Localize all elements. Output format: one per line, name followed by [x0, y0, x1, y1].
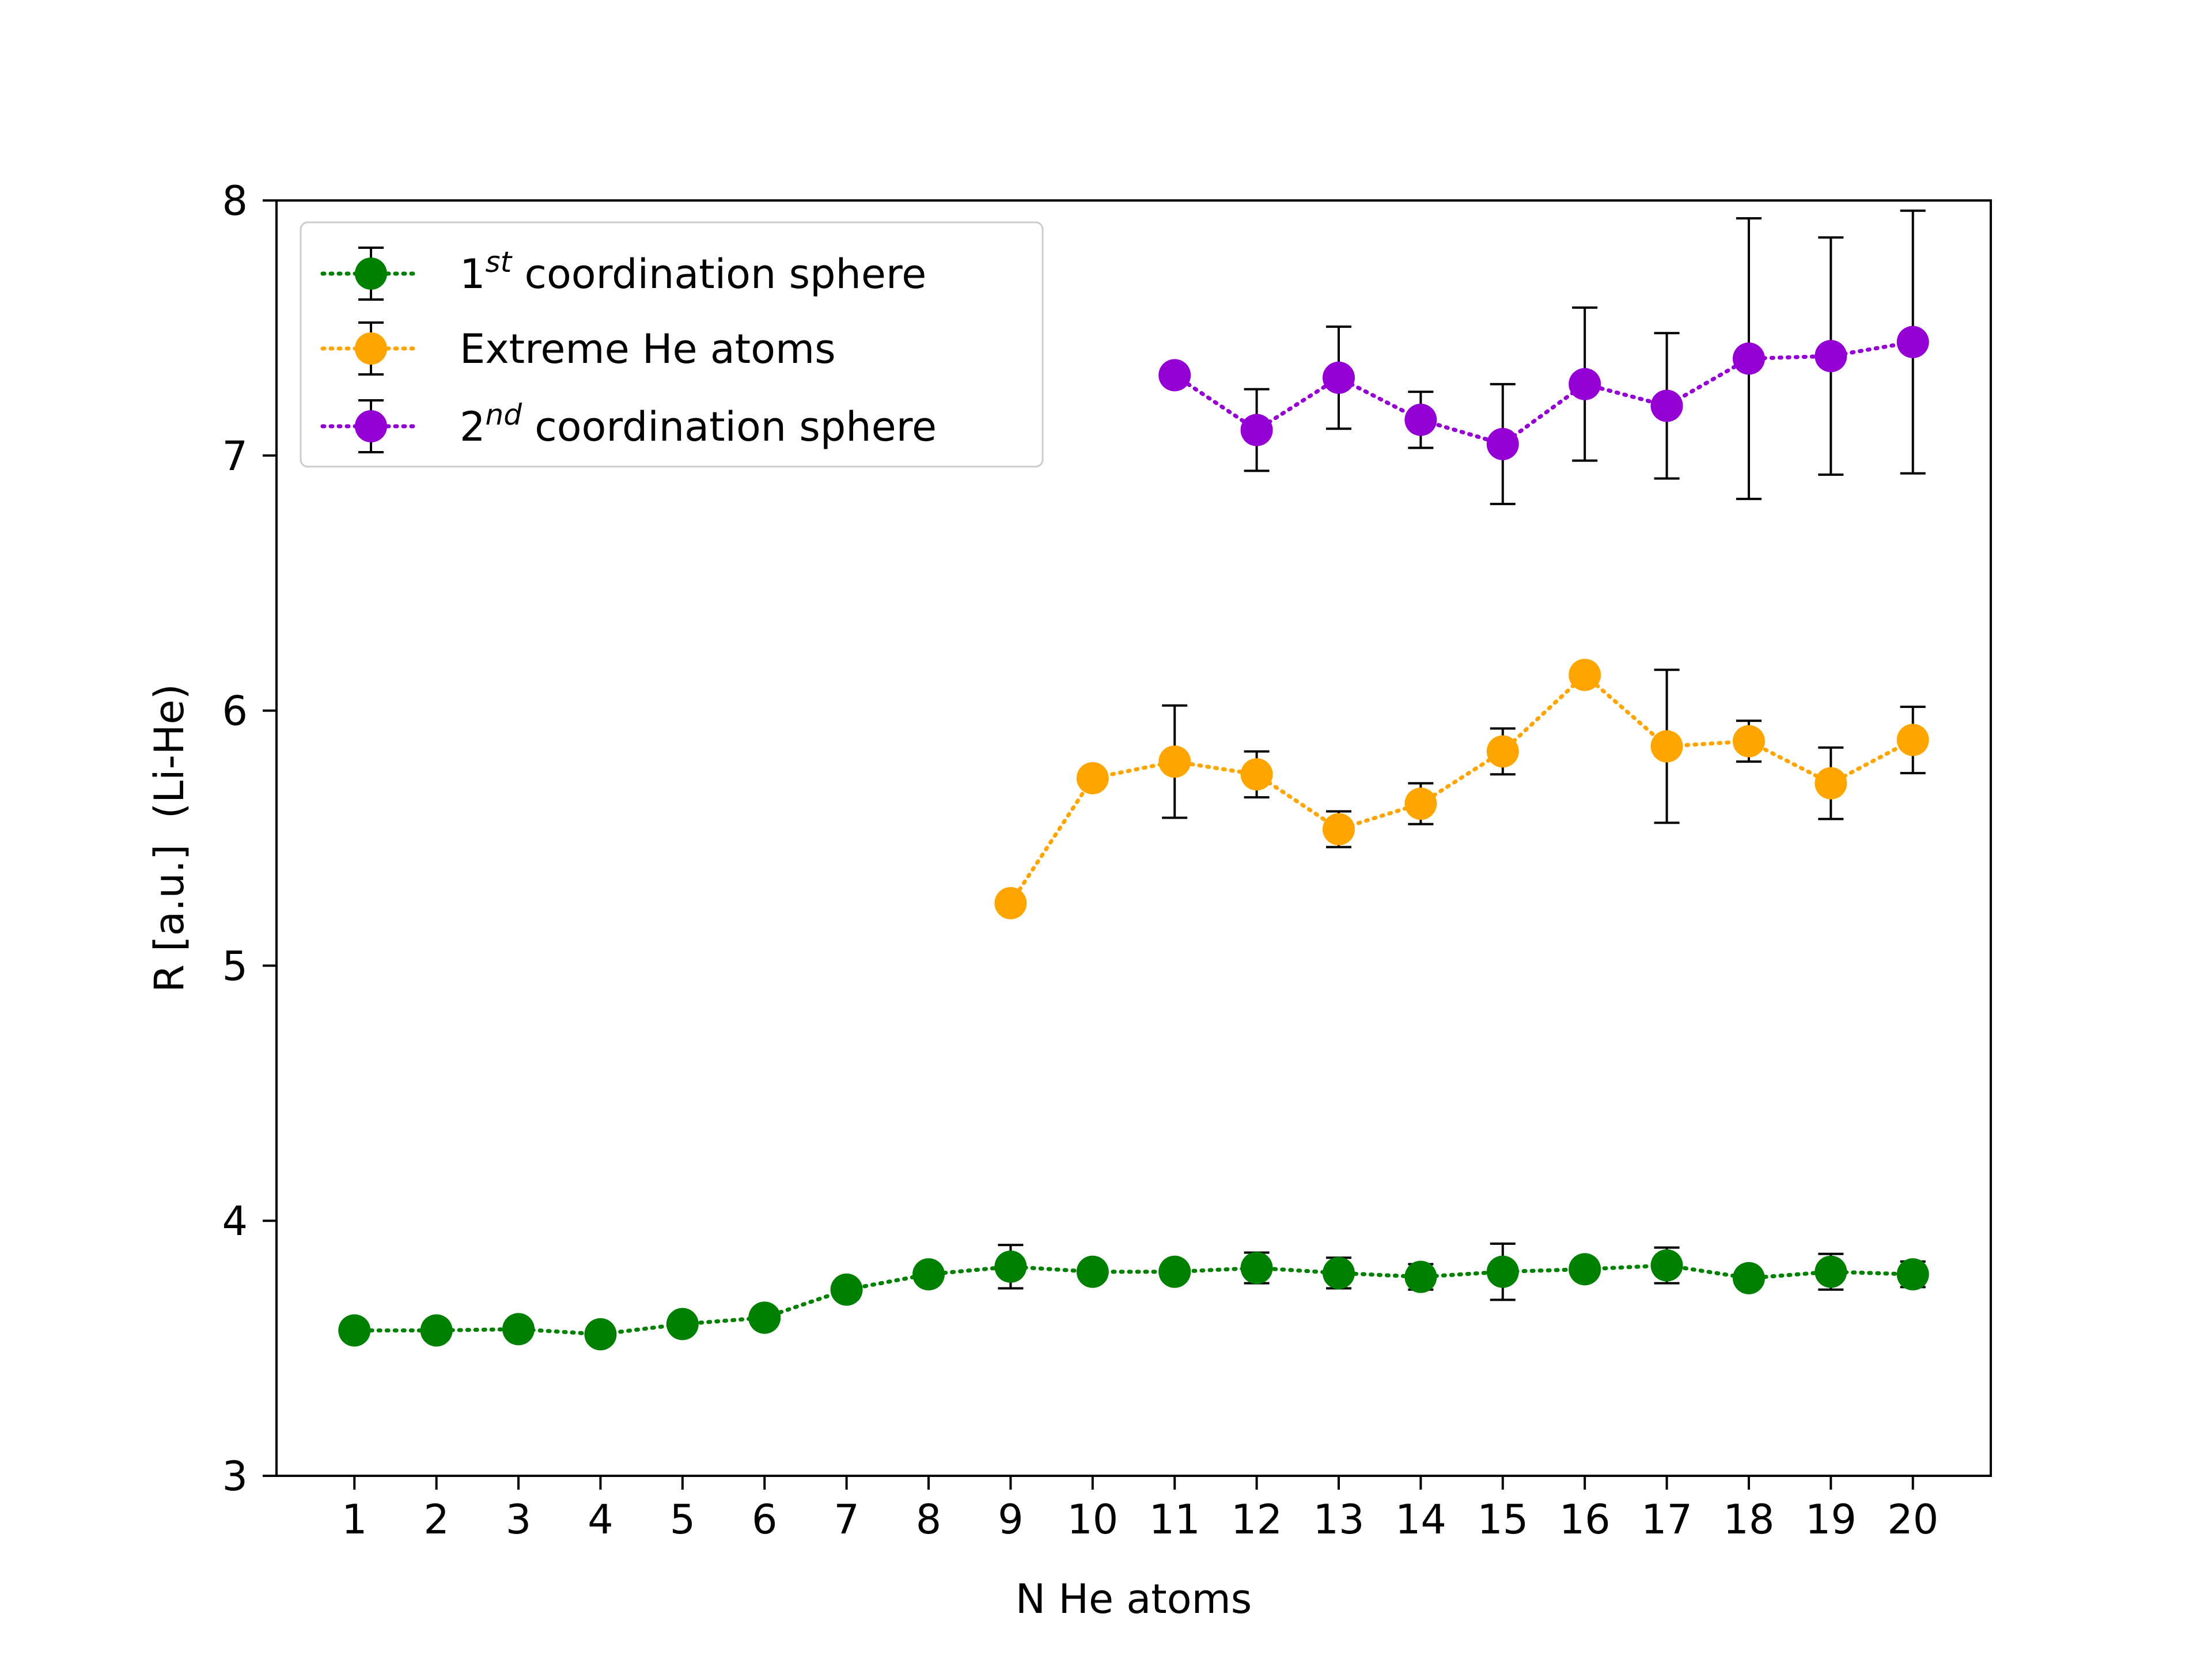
plot-marks — [338, 209, 1929, 1351]
data-point — [1896, 724, 1929, 756]
data-point — [1322, 813, 1355, 846]
data-point — [1076, 762, 1109, 794]
data-point — [1404, 403, 1437, 436]
y-axis: 3 4 5 6 7 8 — [222, 177, 276, 1500]
data-point — [1569, 658, 1601, 691]
data-point — [912, 1258, 945, 1291]
data-point — [1569, 1253, 1601, 1286]
x-axis-label: N He atoms — [1016, 1575, 1252, 1623]
data-point — [1158, 359, 1191, 392]
x-tick-label: 2 — [423, 1496, 449, 1543]
series-1 — [338, 1243, 1929, 1351]
x-tick-label: 16 — [1559, 1496, 1611, 1543]
y-tick-label: 8 — [222, 177, 248, 225]
series-3 — [1158, 209, 1929, 505]
x-tick-label: 20 — [1887, 1496, 1938, 1543]
legend-label: 1st coordination sphere — [460, 245, 926, 298]
data-point — [1896, 325, 1929, 358]
data-point — [1732, 1262, 1765, 1294]
x-tick-label: 1 — [342, 1496, 368, 1543]
legend: 1st coordination sphere Extreme He atoms 2… — [300, 221, 1044, 468]
y-tick-label: 7 — [222, 433, 248, 480]
data-point — [1076, 1255, 1109, 1288]
legend-entry-1: 1st coordination sphere — [320, 245, 926, 301]
data-point — [1815, 767, 1847, 800]
x-tick-label: 15 — [1477, 1496, 1528, 1543]
data-point — [1569, 368, 1601, 400]
data-point — [1650, 730, 1683, 763]
data-point — [994, 1250, 1027, 1283]
y-tick-label: 5 — [222, 942, 248, 990]
data-point — [1732, 725, 1765, 757]
series-line — [1172, 340, 1915, 446]
series-2 — [994, 658, 1929, 919]
x-tick-label: 6 — [752, 1496, 778, 1543]
x-tick-label: 7 — [834, 1496, 859, 1543]
data-point — [1486, 735, 1519, 768]
legend-entry-2: Extreme He atoms — [320, 321, 836, 376]
x-tick-label: 10 — [1067, 1496, 1118, 1543]
data-point — [1815, 1255, 1847, 1288]
x-tick-label: 13 — [1313, 1496, 1364, 1543]
data-point — [420, 1314, 453, 1347]
legend-label: Extreme He atoms — [460, 325, 836, 373]
x-tick-label: 17 — [1641, 1496, 1692, 1543]
data-point — [1404, 1260, 1437, 1293]
data-point — [830, 1273, 863, 1306]
x-tick-label: 18 — [1723, 1496, 1774, 1543]
data-point — [1322, 1256, 1355, 1289]
x-tick-label: 8 — [916, 1496, 942, 1543]
data-point — [1732, 342, 1765, 375]
data-point — [1896, 1258, 1929, 1291]
data-point — [338, 1314, 371, 1347]
y-axis-label: R [a.u.] (Li-He) — [146, 684, 193, 993]
x-tick-label: 3 — [506, 1496, 532, 1543]
data-point — [1240, 1252, 1273, 1285]
data-point — [1815, 340, 1847, 373]
legend-label: 2nd coordination sphere — [460, 398, 937, 450]
y-tick-label: 4 — [222, 1198, 248, 1245]
data-point — [1486, 1255, 1519, 1288]
x-tick-label: 19 — [1805, 1496, 1857, 1543]
x-tick-label: 4 — [588, 1496, 613, 1543]
data-point — [1158, 1255, 1191, 1288]
data-point — [1650, 389, 1683, 422]
plot-area-frame — [275, 199, 1992, 1477]
legend-marker — [355, 332, 387, 365]
x-tick-label: 9 — [998, 1496, 1024, 1543]
data-point — [1486, 427, 1519, 460]
data-point — [1650, 1249, 1683, 1282]
legend-marker — [355, 410, 387, 442]
data-point — [1404, 787, 1437, 820]
data-point — [502, 1313, 535, 1346]
data-point — [1240, 758, 1273, 791]
y-tick-label: 6 — [222, 688, 248, 735]
x-tick-label: 12 — [1231, 1496, 1282, 1543]
x-tick-label: 14 — [1395, 1496, 1446, 1543]
legend-marker — [355, 257, 387, 290]
data-point — [1158, 745, 1191, 778]
legend-entry-3: 2nd coordination sphere — [320, 398, 937, 453]
y-tick-label: 3 — [222, 1453, 248, 1500]
data-point — [584, 1318, 617, 1351]
data-point — [666, 1308, 699, 1340]
x-tick-label: 11 — [1149, 1496, 1200, 1543]
x-tick-label: 5 — [670, 1496, 696, 1543]
data-point — [1322, 361, 1355, 394]
data-point — [748, 1301, 781, 1334]
legend-box — [300, 221, 1044, 468]
x-axis: 1 2 3 4 5 6 7 8 9 10 11 12 13 14 15 16 17 18 19 20 — [342, 1476, 1938, 1543]
data-point — [994, 887, 1027, 919]
data-point — [1240, 414, 1273, 446]
